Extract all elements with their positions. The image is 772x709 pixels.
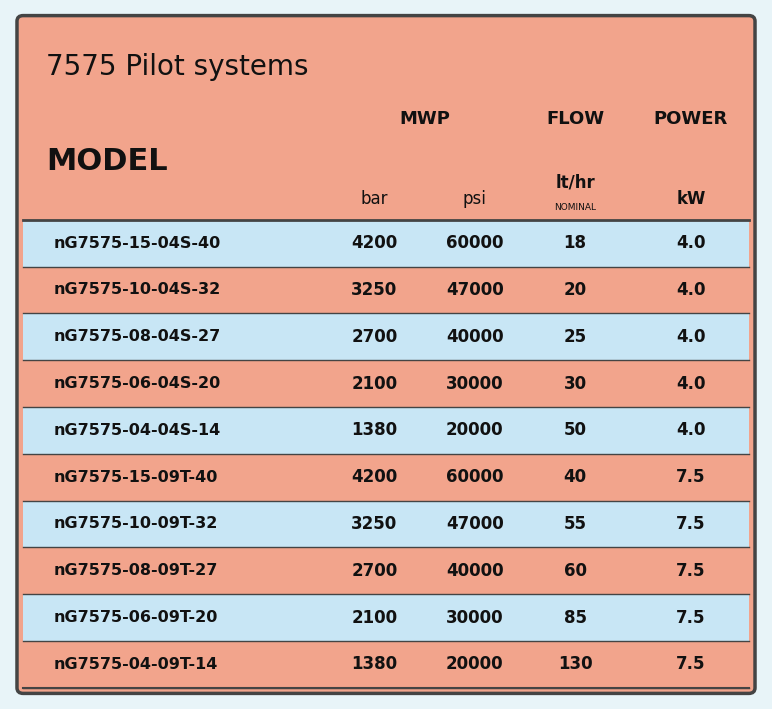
Text: 4.0: 4.0 bbox=[676, 281, 706, 299]
Text: nG7575-04-09T-14: nG7575-04-09T-14 bbox=[54, 657, 218, 672]
Text: 60000: 60000 bbox=[446, 234, 503, 252]
Text: 2100: 2100 bbox=[351, 608, 398, 627]
Text: 55: 55 bbox=[564, 515, 587, 533]
Text: 47000: 47000 bbox=[446, 281, 503, 299]
Text: 85: 85 bbox=[564, 608, 587, 627]
Text: nG7575-15-04S-40: nG7575-15-04S-40 bbox=[54, 235, 222, 251]
Text: nG7575-06-09T-20: nG7575-06-09T-20 bbox=[54, 610, 218, 625]
Bar bbox=[23, 267, 749, 313]
Bar bbox=[23, 407, 749, 454]
Text: nG7575-08-09T-27: nG7575-08-09T-27 bbox=[54, 563, 218, 579]
Bar bbox=[23, 360, 749, 407]
Text: NOMINAL: NOMINAL bbox=[554, 203, 596, 211]
Text: nG7575-08-04S-27: nG7575-08-04S-27 bbox=[54, 329, 222, 345]
Text: 4200: 4200 bbox=[351, 468, 398, 486]
Text: 25: 25 bbox=[564, 328, 587, 346]
Text: nG7575-10-04S-32: nG7575-10-04S-32 bbox=[54, 282, 222, 298]
Text: 20000: 20000 bbox=[446, 421, 503, 440]
Text: 20000: 20000 bbox=[446, 655, 503, 674]
Text: 2100: 2100 bbox=[351, 374, 398, 393]
Text: 4.0: 4.0 bbox=[676, 421, 706, 440]
Text: 40000: 40000 bbox=[446, 562, 503, 580]
Text: 3250: 3250 bbox=[351, 281, 398, 299]
Text: 130: 130 bbox=[558, 655, 592, 674]
Text: 18: 18 bbox=[564, 234, 587, 252]
Text: 4200: 4200 bbox=[351, 234, 398, 252]
Bar bbox=[23, 641, 749, 688]
Text: 1380: 1380 bbox=[351, 655, 398, 674]
Text: 60: 60 bbox=[564, 562, 587, 580]
Bar bbox=[23, 547, 749, 594]
Text: 7.5: 7.5 bbox=[676, 608, 706, 627]
Text: nG7575-15-09T-40: nG7575-15-09T-40 bbox=[54, 469, 218, 485]
Text: 30000: 30000 bbox=[446, 374, 503, 393]
Text: 40: 40 bbox=[564, 468, 587, 486]
Text: 1380: 1380 bbox=[351, 421, 398, 440]
Text: 40000: 40000 bbox=[446, 328, 503, 346]
Text: 7.5: 7.5 bbox=[676, 562, 706, 580]
Text: 7.5: 7.5 bbox=[676, 655, 706, 674]
Text: MWP: MWP bbox=[399, 110, 450, 128]
Text: nG7575-04-04S-14: nG7575-04-04S-14 bbox=[54, 423, 222, 438]
Text: 3250: 3250 bbox=[351, 515, 398, 533]
Text: 4.0: 4.0 bbox=[676, 374, 706, 393]
Bar bbox=[23, 220, 749, 267]
Bar bbox=[23, 594, 749, 641]
Text: lt/hr: lt/hr bbox=[555, 174, 595, 192]
Text: 4.0: 4.0 bbox=[676, 328, 706, 346]
Bar bbox=[23, 313, 749, 360]
Text: MODEL: MODEL bbox=[46, 147, 168, 176]
FancyBboxPatch shape bbox=[17, 16, 755, 693]
Text: 60000: 60000 bbox=[446, 468, 503, 486]
Text: POWER: POWER bbox=[654, 110, 728, 128]
Text: FLOW: FLOW bbox=[546, 110, 604, 128]
Text: nG7575-06-04S-20: nG7575-06-04S-20 bbox=[54, 376, 222, 391]
Text: 4.0: 4.0 bbox=[676, 234, 706, 252]
Text: 50: 50 bbox=[564, 421, 587, 440]
Text: 7.5: 7.5 bbox=[676, 515, 706, 533]
Text: psi: psi bbox=[463, 189, 486, 208]
Text: bar: bar bbox=[361, 189, 388, 208]
Text: 47000: 47000 bbox=[446, 515, 503, 533]
Text: kW: kW bbox=[676, 189, 706, 208]
Text: 30000: 30000 bbox=[446, 608, 503, 627]
Bar bbox=[23, 454, 749, 501]
Text: 2700: 2700 bbox=[351, 562, 398, 580]
Text: 2700: 2700 bbox=[351, 328, 398, 346]
Text: 7.5: 7.5 bbox=[676, 468, 706, 486]
Bar bbox=[23, 501, 749, 547]
Text: 20: 20 bbox=[564, 281, 587, 299]
Text: 30: 30 bbox=[564, 374, 587, 393]
Text: 7575 Pilot systems: 7575 Pilot systems bbox=[46, 53, 309, 81]
Text: nG7575-10-09T-32: nG7575-10-09T-32 bbox=[54, 516, 218, 532]
